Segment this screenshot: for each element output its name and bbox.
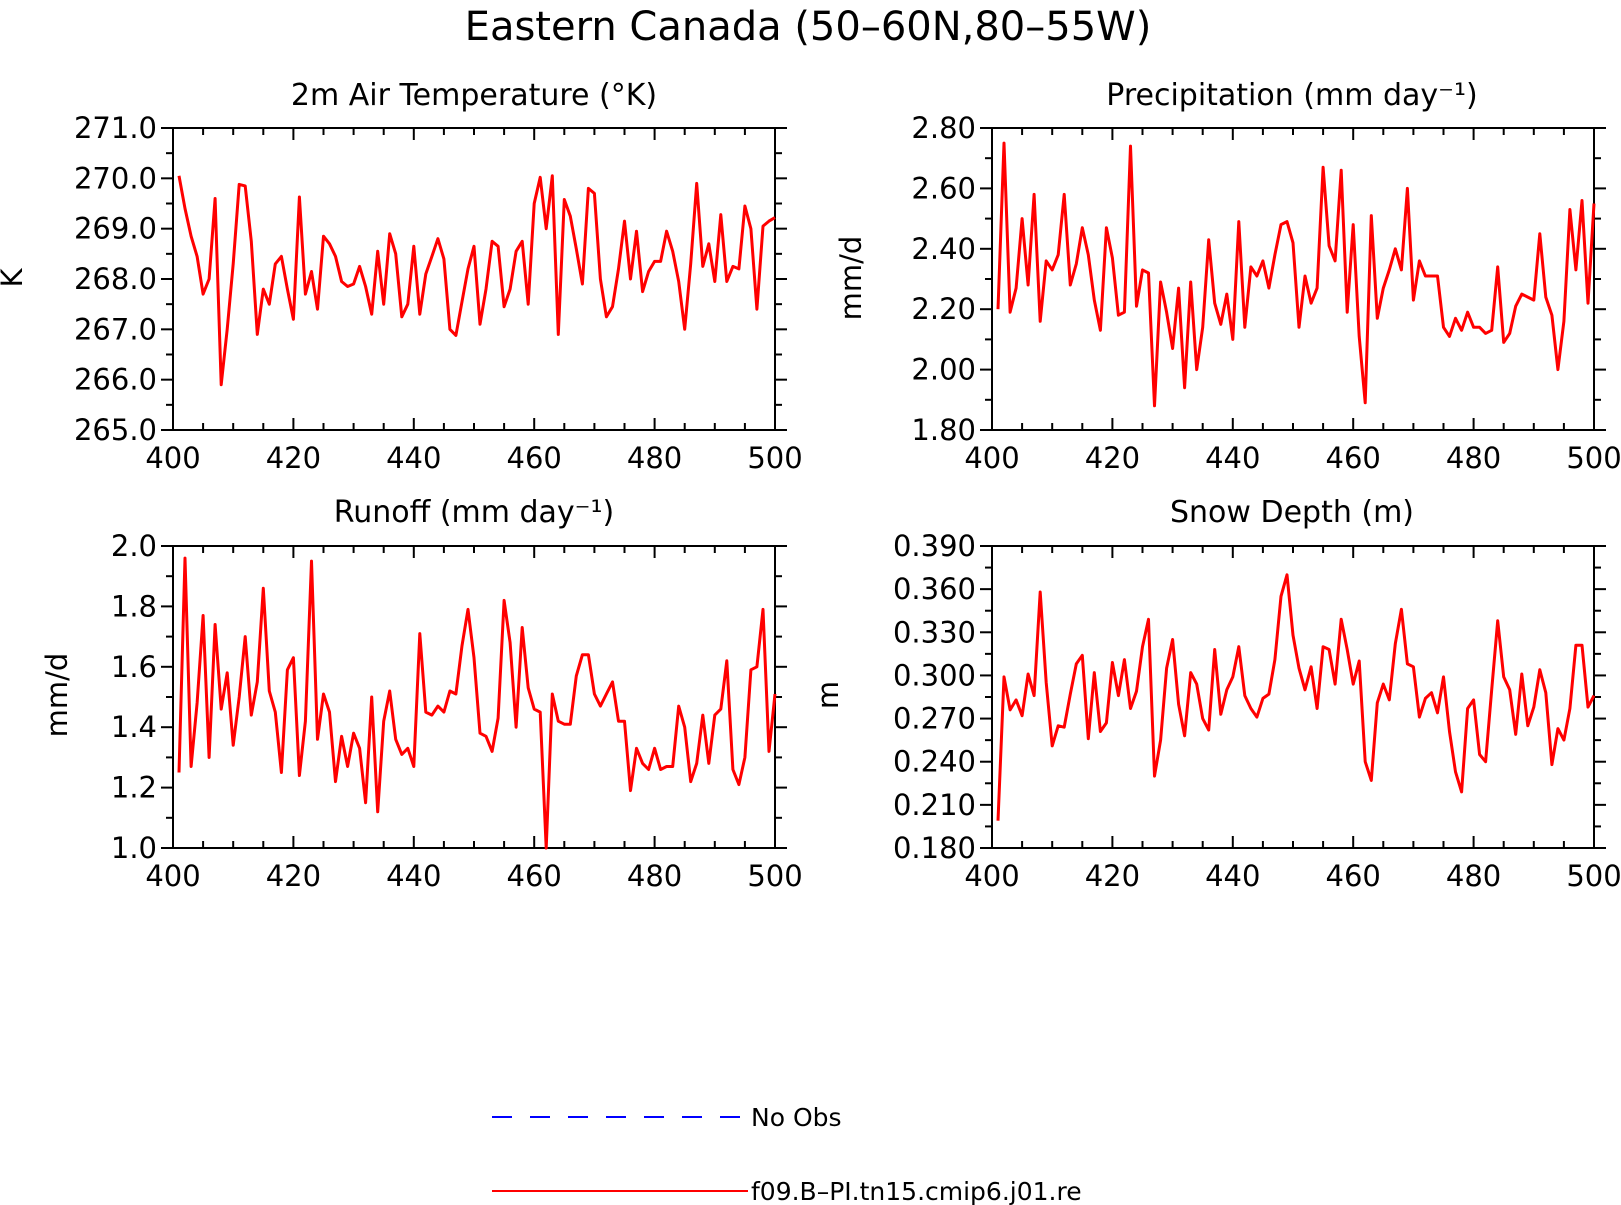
y-tick-label: 1.80 (911, 413, 976, 447)
chart-air-temperature: 2m Air Temperature (°K) 400 420 440 460 480 5… (0, 78, 803, 475)
y-axis: 1.80 2.00 2.20 2.40 2.60 2.80 (911, 111, 1606, 447)
plot-frame (991, 127, 1595, 431)
y-axis-label: m (811, 681, 845, 709)
y-tick-label: 0.210 (893, 788, 976, 822)
y-tick-label: 1.2 (111, 771, 157, 805)
x-tick-label: 460 (1326, 441, 1381, 475)
x-tick-label: 480 (1446, 441, 1501, 475)
chart-runoff: Runoff (mm day⁻¹) 400 420 440 460 480 500 1.0… (40, 495, 803, 893)
legend-label-no-obs: No Obs (751, 1103, 842, 1132)
plot-frame (172, 127, 776, 431)
x-axis: 400 420 440 460 480 500 (145, 128, 803, 475)
x-tick-label: 460 (1326, 859, 1381, 893)
x-tick-label: 420 (1085, 441, 1140, 475)
y-tick-label: 1.6 (111, 650, 157, 684)
y-axis-label: mm/d (40, 653, 74, 738)
chart-snow-depth: Snow Depth (m) 400 420 440 460 480 500 0.1800… (811, 495, 1621, 893)
x-tick-label: 500 (747, 441, 802, 475)
y-axis: 0.180 0.210 0.240 0.270 0.300 0.330 0.360 0.390 (893, 529, 1606, 865)
y-tick-label: 0.300 (893, 658, 976, 692)
y-tick-label: 0.180 (893, 831, 976, 865)
x-tick-label: 400 (145, 859, 200, 893)
y-tick-label: 0.390 (893, 529, 976, 563)
series-line (177, 556, 777, 850)
y-tick-label: 0.240 (893, 745, 976, 779)
y-tick-label: 265.0 (74, 413, 157, 447)
y-tick-label: 267.0 (74, 312, 157, 346)
x-tick-label: 440 (386, 859, 441, 893)
y-axis-label: mm/d (834, 236, 868, 321)
x-tick-label: 440 (1205, 859, 1260, 893)
y-tick-label: 0.270 (893, 702, 976, 736)
y-axis: 1.0 1.2 1.4 1.6 1.8 2.0 (111, 529, 787, 865)
y-tick-label: 270.0 (74, 161, 157, 195)
panel-title: Snow Depth (m) (1170, 495, 1414, 530)
x-tick-label: 440 (386, 441, 441, 475)
panel-title: Precipitation (mm day⁻¹) (1106, 78, 1477, 113)
panel-title: 2m Air Temperature (°K) (291, 78, 657, 113)
x-tick-label: 460 (507, 441, 562, 475)
x-tick-label: 400 (145, 441, 200, 475)
y-tick-label: 2.0 (111, 529, 157, 563)
y-tick-label: 0.360 (893, 572, 976, 606)
y-tick-label: 2.20 (911, 292, 976, 326)
x-tick-label: 400 (964, 441, 1019, 475)
x-tick-label: 500 (1566, 859, 1621, 893)
x-tick-label: 420 (1085, 859, 1140, 893)
x-axis: 400 420 440 460 480 500 (964, 128, 1621, 475)
legend-label-model: f09.B–PI.tn15.cmip6.j01.re (751, 1177, 1082, 1205)
y-tick-label: 268.0 (74, 262, 157, 296)
y-tick-label: 1.0 (111, 831, 157, 865)
plot-frame (991, 545, 1595, 849)
y-tick-label: 0.330 (893, 615, 976, 649)
series-line (996, 141, 1596, 408)
y-tick-label: 2.00 (911, 353, 976, 387)
x-tick-label: 480 (1446, 859, 1501, 893)
x-tick-label: 480 (627, 859, 682, 893)
y-tick-label: 269.0 (74, 212, 157, 246)
series-line (177, 174, 776, 387)
x-tick-label: 460 (507, 859, 562, 893)
x-tick-label: 420 (266, 859, 321, 893)
y-tick-label: 2.60 (911, 171, 976, 205)
y-axis: 265.0 266.0 267.0 268.0 269.0 270.0 271.0 (74, 111, 787, 447)
y-tick-label: 266.0 (74, 363, 157, 397)
legend: No Obs f09.B–PI.tn15.cmip6.j01.re (492, 1103, 1082, 1205)
panel-title: Runoff (mm day⁻¹) (334, 495, 615, 530)
y-axis-label: K (0, 268, 29, 288)
y-tick-label: 271.0 (74, 111, 157, 145)
y-tick-label: 1.8 (111, 589, 157, 623)
y-tick-label: 1.4 (111, 710, 157, 744)
x-tick-label: 500 (1566, 441, 1621, 475)
x-tick-label: 480 (627, 441, 682, 475)
x-axis: 400 420 440 460 480 500 (964, 546, 1621, 893)
figure-title: Eastern Canada (50–60N,80–55W) (465, 4, 1152, 50)
x-tick-label: 440 (1205, 441, 1260, 475)
y-tick-label: 2.80 (911, 111, 976, 145)
series-line (996, 573, 1596, 821)
x-tick-label: 400 (964, 859, 1019, 893)
x-tick-label: 500 (747, 859, 802, 893)
y-tick-label: 2.40 (911, 232, 976, 266)
x-tick-label: 420 (266, 441, 321, 475)
chart-precipitation: Precipitation (mm day⁻¹) 400 420 440 460 480… (834, 78, 1621, 475)
